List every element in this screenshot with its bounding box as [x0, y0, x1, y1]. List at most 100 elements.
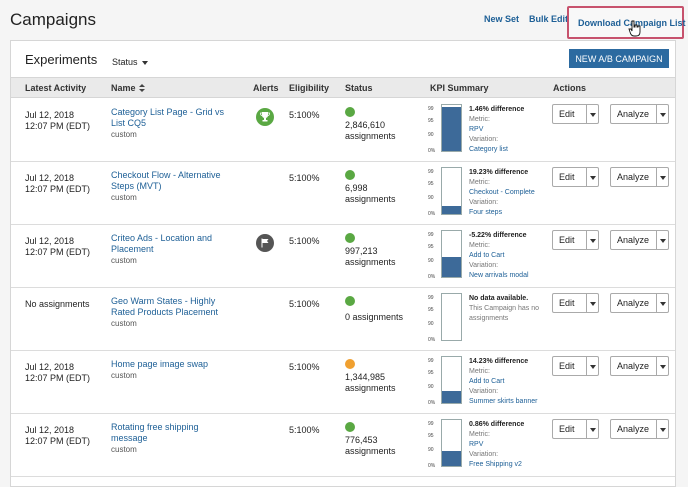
analyze-button[interactable]: Analyze [611, 420, 656, 438]
kpi-metric-link[interactable]: Add to Cart [469, 378, 505, 385]
campaign-name-link[interactable]: Home page image swap [111, 359, 209, 369]
kpi-summary-text: 1.46% difference Metric: RPV Variation: Cate… [469, 105, 557, 155]
kpi-axis: 99 95 90 0% [428, 232, 436, 280]
col-latest-activity[interactable]: Latest Activity [25, 83, 87, 93]
edit-button[interactable]: Edit [553, 294, 586, 312]
edit-button[interactable]: Edit [553, 357, 586, 375]
kpi-bar-fill [442, 451, 461, 466]
kpi-variation-link[interactable]: New arrivals modal [469, 272, 529, 279]
edit-button[interactable]: Edit [553, 168, 586, 186]
kpi-bar-fill [442, 257, 461, 277]
edit-dropdown-toggle[interactable] [586, 294, 598, 312]
table-row: No assignments Geo Warm States - Highly R… [11, 288, 675, 351]
campaign-name: Checkout Flow - Alternative Steps (MVT) c… [111, 170, 236, 203]
kpi-summary-text: -5.22% difference Metric: Add to Cart Varia… [469, 231, 557, 281]
hand-cursor-icon [628, 20, 641, 37]
analyze-button[interactable]: Analyze [611, 357, 656, 375]
eligibility: 5:100% [289, 173, 320, 183]
kpi-variation-link[interactable]: Free Shipping v2 [469, 461, 522, 468]
assignment-count: 2,846,610 [345, 120, 386, 130]
kpi-bar-chart [441, 356, 462, 404]
status-filter-dropdown[interactable]: Status [112, 57, 148, 67]
col-eligibility: Eligibility [289, 83, 330, 93]
download-campaign-list-highlight[interactable]: Download Campaign List [567, 6, 686, 39]
edit-split-button: Edit [552, 419, 599, 439]
campaign-name: Category List Page - Grid vs List CQ5 cus… [111, 107, 236, 140]
kpi-summary-text: No data available. This Campaign has no a… [469, 295, 540, 322]
edit-button[interactable]: Edit [553, 231, 586, 249]
new-ab-campaign-button[interactable]: NEW A/B CAMPAIGN [569, 49, 669, 68]
latest-activity: Jul 12, 2018 12:07 PM (EDT) [25, 236, 91, 257]
kpi-metric-link[interactable]: Add to Cart [469, 252, 505, 259]
kpi-bar-chart [441, 104, 462, 152]
status: 2,846,610 assignments [345, 107, 425, 142]
campaign-name-link[interactable]: Category List Page - Grid vs List CQ5 [111, 107, 225, 128]
analyze-dropdown-toggle[interactable] [656, 231, 668, 249]
kpi-difference: 1.46% difference [469, 106, 525, 113]
edit-dropdown-toggle[interactable] [586, 105, 598, 123]
kpi-metric-link[interactable]: Checkout - Complete [469, 189, 535, 196]
col-actions: Actions [553, 83, 587, 93]
eligibility: 5:100% [289, 425, 320, 435]
campaign-name: Home page image swap custom [111, 359, 236, 381]
table-row: Jul 12, 2018 12:07 PM (EDT) Rotating free … [11, 414, 675, 477]
col-alerts: Alerts [253, 83, 279, 93]
analyze-split-button: Analyze [610, 419, 669, 439]
kpi-summary-text: 0.86% difference Metric: RPV Variation: Free… [469, 420, 557, 470]
new-set-link[interactable]: New Set [484, 14, 520, 24]
assignment-count: 1,344,985 [345, 372, 386, 382]
status-dot-icon [345, 422, 355, 432]
campaign-name-link[interactable]: Criteo Ads - Location and Placement [111, 233, 213, 254]
table-row: Jul 12, 2018 12:07 PM (EDT) Home page imag… [11, 351, 675, 414]
analyze-split-button: Analyze [610, 230, 669, 250]
col-name-label: Name [111, 83, 136, 93]
latest-activity: Jul 12, 2018 12:07 PM (EDT) [25, 110, 91, 131]
campaign-name-link[interactable]: Rotating free shipping message [111, 422, 199, 443]
analyze-button[interactable]: Analyze [611, 231, 656, 249]
analyze-dropdown-toggle[interactable] [656, 357, 668, 375]
flag-icon [256, 234, 274, 252]
analyze-dropdown-toggle[interactable] [656, 420, 668, 438]
analyze-split-button: Analyze [610, 356, 669, 376]
analyze-button[interactable]: Analyze [611, 105, 656, 123]
status-dot-icon [345, 170, 355, 180]
eligibility: 5:100% [289, 236, 320, 246]
analyze-dropdown-toggle[interactable] [656, 168, 668, 186]
analyze-button[interactable]: Analyze [611, 168, 656, 186]
status-dot-icon [345, 107, 355, 117]
kpi-metric-link[interactable]: RPV [469, 441, 484, 448]
analyze-button[interactable]: Analyze [611, 294, 656, 312]
edit-dropdown-toggle[interactable] [586, 231, 598, 249]
kpi-bar-fill [442, 206, 461, 214]
kpi-variation-link[interactable]: Four steps [469, 209, 503, 216]
kpi-variation-link[interactable]: Category list [469, 146, 508, 153]
table-header: Latest Activity Name Alerts Eligibility … [11, 77, 675, 98]
edit-dropdown-toggle[interactable] [586, 420, 598, 438]
edit-dropdown-toggle[interactable] [586, 168, 598, 186]
kpi-difference: 19.23% difference [469, 169, 529, 176]
eligibility: 5:100% [289, 362, 320, 372]
eligibility: 5:100% [289, 110, 320, 120]
edit-button[interactable]: Edit [553, 105, 586, 123]
experiments-title: Experiments [25, 52, 98, 67]
table-row: Jul 12, 2018 12:07 PM (EDT) Checkout Flow … [11, 162, 675, 225]
analyze-dropdown-toggle[interactable] [656, 105, 668, 123]
edit-dropdown-toggle[interactable] [586, 357, 598, 375]
kpi-difference: -5.22% difference [469, 232, 527, 239]
sort-icon[interactable] [138, 84, 145, 93]
col-name[interactable]: Name [111, 83, 145, 93]
campaign-type: custom [111, 319, 137, 328]
kpi-bar-chart [441, 167, 462, 215]
campaign-name-link[interactable]: Checkout Flow - Alternative Steps (MVT) [111, 170, 221, 191]
status-dot-icon [345, 359, 355, 369]
campaign-type: custom [111, 130, 137, 139]
bulk-edit-link[interactable]: Bulk Edit [529, 14, 569, 24]
kpi-variation-link[interactable]: Summer skirts banner [469, 398, 538, 405]
edit-split-button: Edit [552, 167, 599, 187]
edit-button[interactable]: Edit [553, 420, 586, 438]
kpi-metric-link[interactable]: RPV [469, 126, 484, 133]
assignment-count: 6,998 [345, 183, 368, 193]
col-kpi-summary: KPI Summary [430, 83, 489, 93]
campaign-name-link[interactable]: Geo Warm States - Highly Rated Products … [111, 296, 219, 317]
analyze-dropdown-toggle[interactable] [656, 294, 668, 312]
